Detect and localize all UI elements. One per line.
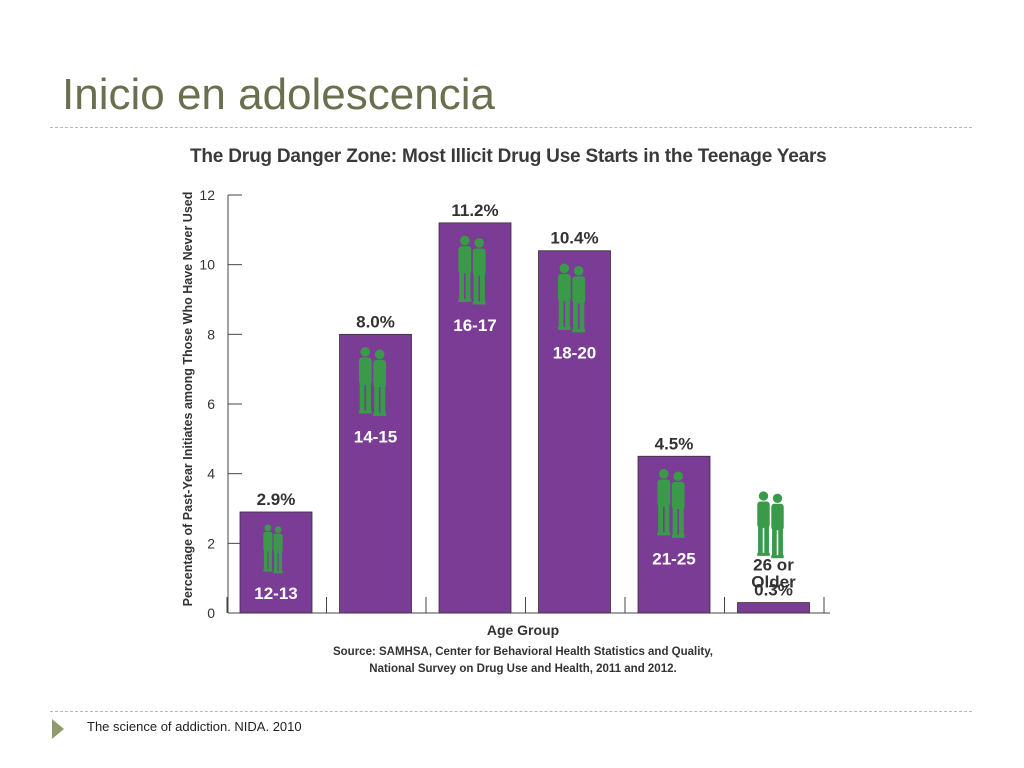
category-label: 18-20 [553,344,596,363]
data-label: 8.0% [356,312,395,331]
y-tick-label: 8 [207,326,215,342]
chart-svg: 0 2 4 6 8 10 12 Percentage of Past-Year Initiat… [181,187,830,675]
slide-title: Inicio en adolescencia [62,70,495,119]
data-label: 11.2% [451,201,498,220]
category-label: 12-13 [254,584,297,603]
teen-pair-icon [757,491,784,559]
category-label-line: 26 or [753,556,794,575]
footer-citation: The science of addiction. NIDA. 2010 [87,719,302,734]
data-label: 0.3% [754,581,793,600]
y-tick-label: 0 [207,605,215,621]
bullet-arrow-icon [52,719,64,739]
y-axis-label: Percentage of Past-Year Initiates among … [181,192,195,607]
data-label: 4.5% [655,434,694,453]
y-tick-label: 2 [207,535,215,551]
category-label: 21-25 [652,549,695,568]
y-tick-label: 4 [207,466,215,482]
chart-source: Source: SAMHSA, Center for Behavioral He… [333,646,713,658]
bar [737,602,810,614]
x-axis-label: Age Group [487,622,559,638]
footer-divider [50,711,972,712]
chart-title: The Drug Danger Zone: Most Illicit Drug … [190,146,827,167]
category-label: 16-17 [453,316,496,335]
data-label: 10.4% [550,229,598,248]
teen-pair-icon [358,347,387,416]
teen-pair-icon [657,469,685,538]
category-label: 26 or Older [751,556,796,592]
title-divider [50,127,972,128]
chart-source: National Survey on Drug Use and Health, … [369,663,676,675]
data-label: 2.9% [257,490,296,509]
category-label-line: Older [751,573,796,592]
y-tick-label: 6 [207,396,215,412]
category-label: 14-15 [354,427,397,446]
teen-pair-icon [557,263,586,333]
y-tick-label: 12 [199,187,215,203]
teen-pair-icon [458,235,486,305]
y-tick-label: 10 [199,257,215,273]
chart: The Drug Danger Zone: Most Illicit Drug … [170,140,870,680]
teen-pair-icon [263,524,283,574]
